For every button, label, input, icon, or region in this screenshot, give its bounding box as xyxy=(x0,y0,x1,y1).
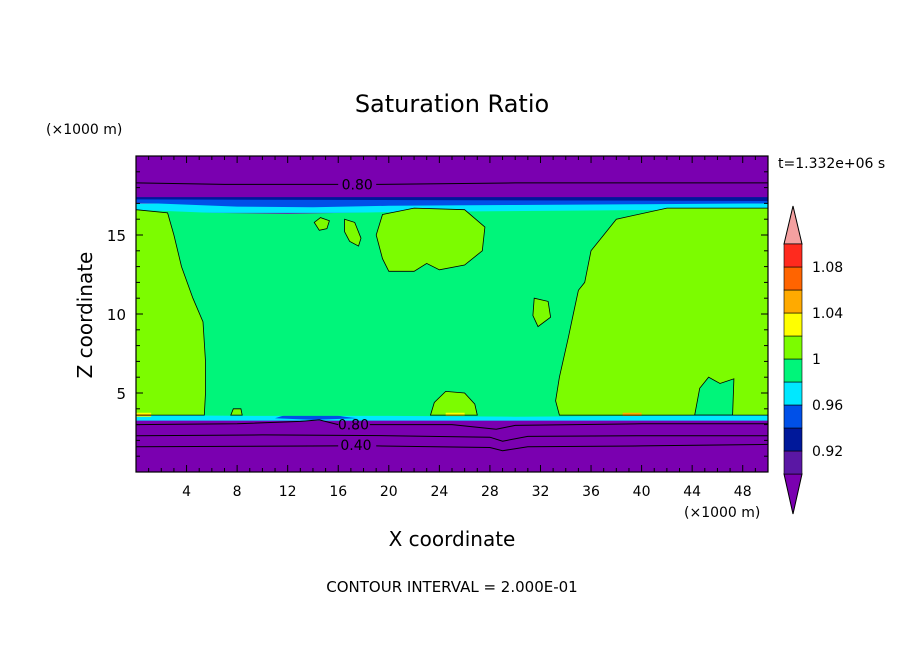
x-tick-label-32: 32 xyxy=(532,484,550,500)
y-axis-label: Z coordinate xyxy=(73,252,97,379)
contour-one-7 xyxy=(429,390,478,416)
x-tick-label-16: 16 xyxy=(329,484,347,500)
contour-label-3: 0.40 xyxy=(340,438,371,454)
contour-label-1: 0.80 xyxy=(342,177,373,193)
colorbar-bin-5 xyxy=(783,358,803,383)
lower-cyan-band xyxy=(136,415,768,421)
chart-title: Saturation Ratio xyxy=(355,90,549,118)
contour-040-right xyxy=(376,443,768,452)
contour-080-top-left xyxy=(136,182,339,185)
contour-080-top-right xyxy=(376,182,768,185)
x-tick-label-36: 36 xyxy=(582,484,600,500)
y-tick-label-10: 10 xyxy=(107,306,126,324)
x-tick-label-8: 8 xyxy=(233,484,242,500)
supersaturated-region-8 xyxy=(230,408,243,416)
x-tick-label-28: 28 xyxy=(481,484,499,500)
supersaturated-region-2 xyxy=(555,208,768,416)
x-tick-label-44: 44 xyxy=(683,484,701,500)
colorbar-bin-2 xyxy=(783,427,803,452)
colorbar-bin-4 xyxy=(783,381,803,406)
contour-lines: 0.80 0.80 0.40 xyxy=(136,177,768,454)
upper-cyan-band xyxy=(136,203,768,213)
contour-one-8 xyxy=(230,408,243,416)
orange-rim-right xyxy=(622,412,642,416)
colorbar: 0.92 0.96 1 1.04 1.08 xyxy=(783,205,843,515)
x-tick-label-20: 20 xyxy=(380,484,398,500)
x-tick-label-12: 12 xyxy=(279,484,297,500)
contour-one-3 xyxy=(375,207,486,272)
colorbar-label-3: 1.04 xyxy=(812,306,843,322)
colorbar-bin-3 xyxy=(783,404,803,429)
contour-080-bottom-right xyxy=(369,423,768,430)
contour-one-4 xyxy=(313,217,330,231)
supersaturated-region-7 xyxy=(430,391,478,416)
supersaturated-region-4 xyxy=(314,217,330,231)
contour-one-6 xyxy=(532,297,552,328)
contour-one-2 xyxy=(555,207,768,416)
x-tick-label-24: 24 xyxy=(430,484,448,500)
colorbar-bin-10 xyxy=(783,243,803,268)
colorbar-bin-7 xyxy=(783,312,803,337)
colorbar-label-0: 0.92 xyxy=(812,444,843,460)
upper-blue-band xyxy=(136,199,768,208)
contour-060 xyxy=(136,434,768,442)
colorbar-over-triangle xyxy=(783,205,803,245)
colorbar-bin-1 xyxy=(783,450,803,475)
contour-one-1 xyxy=(136,209,206,416)
colorbar-bin-8 xyxy=(783,289,803,314)
contour-one-hole xyxy=(694,376,735,416)
x-tick-label-48: 48 xyxy=(734,484,752,500)
supersaturated-region-3 xyxy=(376,208,485,272)
supersaturated-region-1 xyxy=(136,209,206,416)
colorbar-bin-6 xyxy=(783,335,803,360)
colorbar-label-1: 0.96 xyxy=(812,398,843,414)
y-tick-label-5: 5 xyxy=(116,385,126,403)
x-axis-label: X coordinate xyxy=(389,527,516,551)
colorbar-under-triangle xyxy=(783,473,803,515)
y-tick-label-15: 15 xyxy=(107,227,126,245)
contour-080-bottom-left xyxy=(136,419,339,426)
near-saturated-hole xyxy=(694,377,734,416)
colorbar-bin-9 xyxy=(783,266,803,291)
yellow-rim-center xyxy=(445,412,465,416)
y-unit-label: (×1000 m) xyxy=(46,122,122,138)
contour-one-5 xyxy=(344,218,362,247)
x-tick-label-4: 4 xyxy=(182,484,191,500)
x-unit-label: (×1000 m) xyxy=(684,505,760,521)
contour-interval-footer: CONTOUR INTERVAL = 2.000E-01 xyxy=(326,578,577,596)
contour-label-2: 0.80 xyxy=(338,418,369,434)
x-tick-label-40: 40 xyxy=(633,484,651,500)
colorbar-label-4: 1.08 xyxy=(812,260,843,276)
supersaturated-region-6 xyxy=(532,298,551,327)
time-label: t=1.332e+06 s xyxy=(778,156,885,172)
contour-040-left xyxy=(136,445,339,448)
colorbar-label-2: 1 xyxy=(812,352,821,368)
